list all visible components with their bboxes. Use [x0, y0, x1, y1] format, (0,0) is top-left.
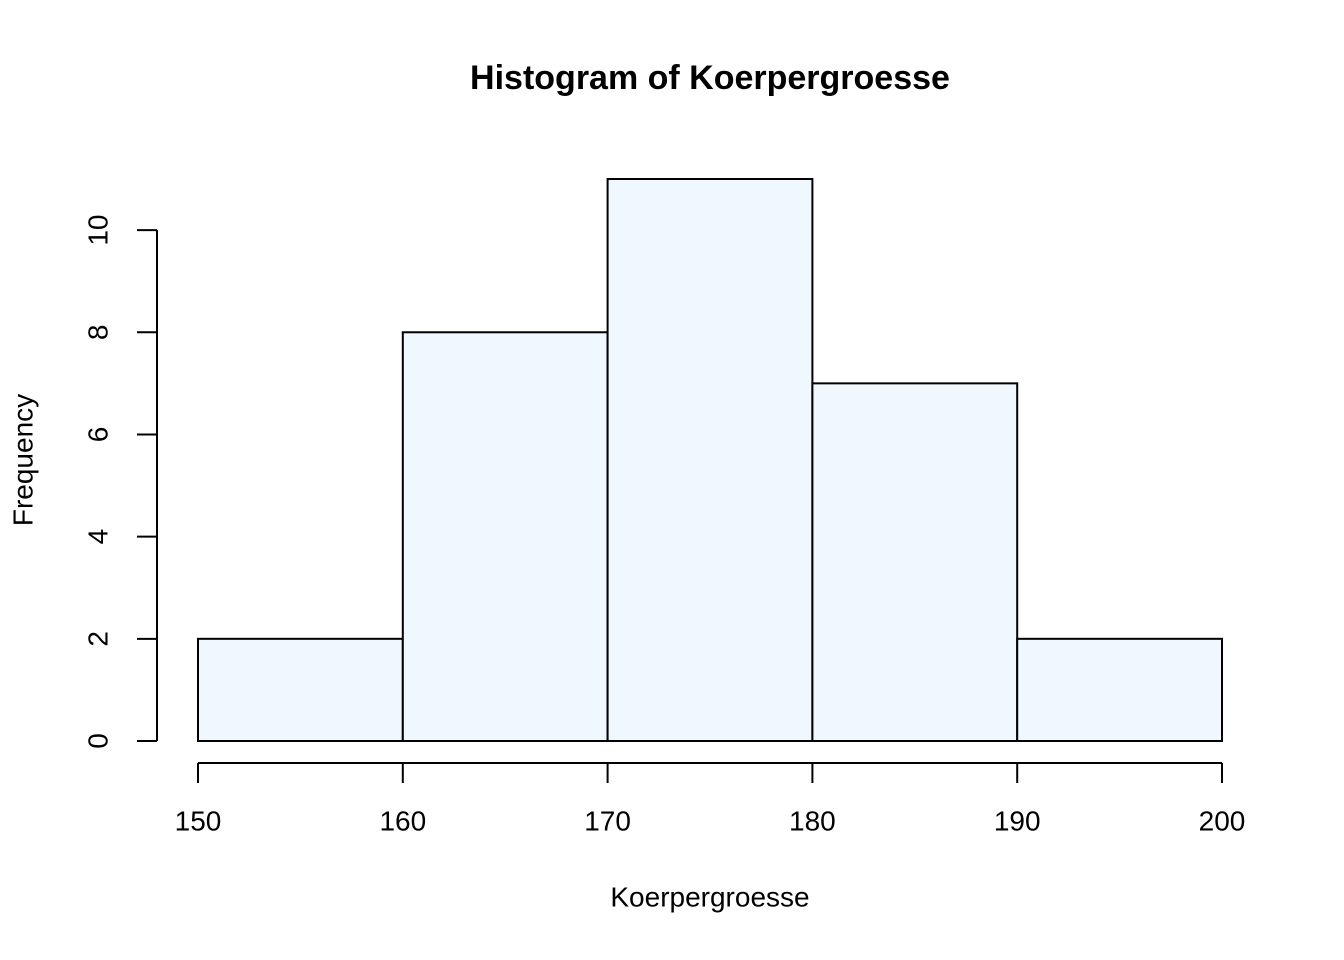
bar [1016, 637, 1224, 742]
x-axis-label: Koerpergroesse [610, 881, 809, 912]
y-tick-label: 6 [82, 427, 113, 443]
y-tick-label: 4 [82, 529, 113, 545]
y-axis-label: Frequency [7, 394, 38, 526]
x-tick-label: 160 [379, 805, 426, 836]
bar [811, 382, 1019, 742]
bar [606, 178, 814, 742]
y-tick-label: 0 [82, 733, 113, 749]
chart-title: Histogram of Koerpergroesse [470, 59, 950, 97]
bar [197, 637, 404, 742]
x-tick-label: 190 [994, 805, 1041, 836]
x-tick-label: 200 [1199, 805, 1246, 836]
y-tick-label: 10 [82, 215, 113, 246]
y-tick-label: 8 [82, 324, 113, 340]
x-tick-label: 170 [584, 805, 631, 836]
x-tick-label: 180 [789, 805, 836, 836]
bar [401, 331, 609, 742]
y-tick-label: 2 [82, 631, 113, 647]
x-tick-label: 150 [175, 805, 222, 836]
